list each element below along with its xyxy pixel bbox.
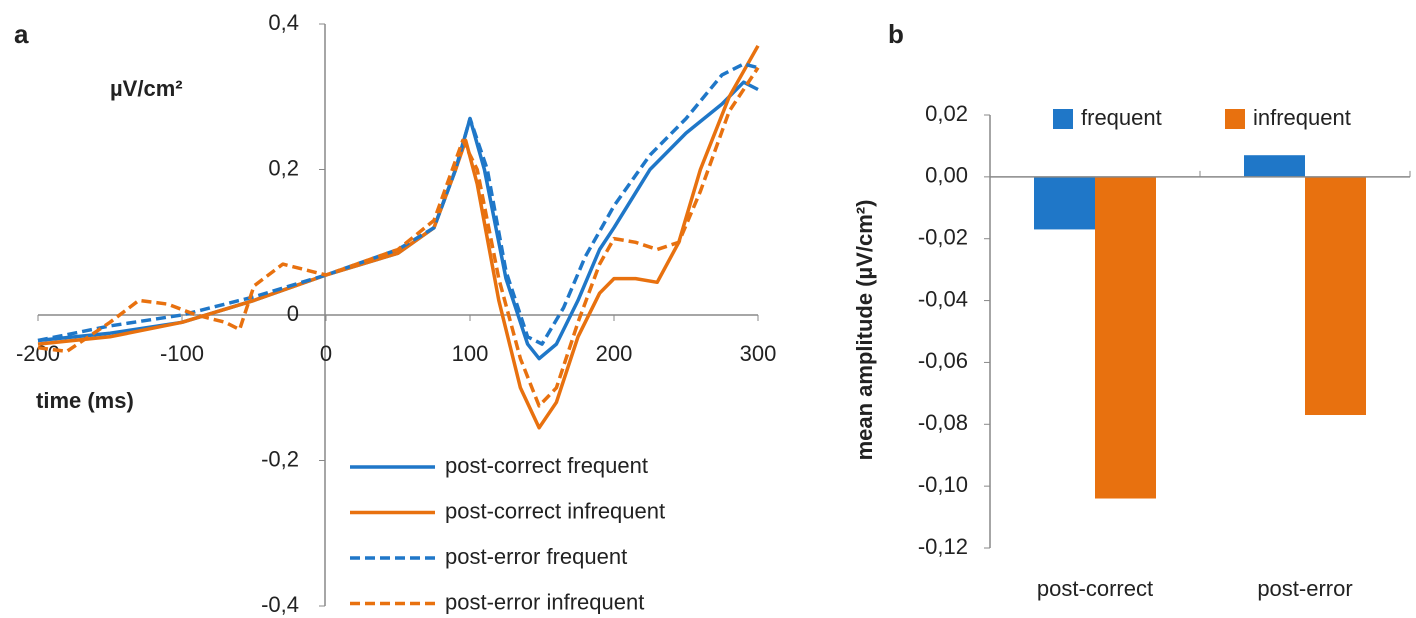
y-axis-label: µV/cm² <box>110 76 183 101</box>
legend-label: post-correct frequent <box>445 453 648 478</box>
y-tick-label: -0,08 <box>918 410 968 435</box>
legend-label: infrequent <box>1253 105 1351 130</box>
panel-label: a <box>14 19 29 49</box>
bar <box>1034 176 1095 230</box>
x-tick-label: -100 <box>160 341 204 366</box>
x-tick-label: 200 <box>596 341 633 366</box>
y-tick-label: -0,06 <box>918 348 968 373</box>
y-tick-label: -0,4 <box>261 592 299 617</box>
bar <box>1244 155 1305 177</box>
data-line <box>37 80 759 361</box>
legend-swatch <box>1053 109 1073 129</box>
x-tick-label: 100 <box>452 341 489 366</box>
legend-label: post-correct infrequent <box>445 498 665 523</box>
x-tick-label: 0 <box>320 341 332 366</box>
x-axis-label: time (ms) <box>36 388 134 413</box>
y-tick-label: 0,00 <box>925 163 968 188</box>
panel-label: b <box>888 19 904 49</box>
y-tick-label: 0,2 <box>268 155 299 180</box>
bar <box>1095 176 1156 499</box>
y-tick-label: -0,02 <box>918 225 968 250</box>
x-tick-label: 300 <box>740 341 777 366</box>
y-axis-label: mean amplitude (µV/cm²) <box>852 200 877 461</box>
y-tick-label: -0,2 <box>261 446 299 471</box>
data-line <box>37 62 759 346</box>
legend-label: post-error frequent <box>445 544 627 569</box>
y-tick-label: -0,12 <box>918 534 968 559</box>
y-tick-label: 0,4 <box>268 10 299 35</box>
data-line <box>37 44 760 430</box>
y-tick-label: -0,04 <box>918 286 968 311</box>
legend-label: frequent <box>1081 105 1162 130</box>
legend-swatch <box>1225 109 1245 129</box>
y-tick-label: -0,10 <box>918 472 968 497</box>
bar <box>1305 176 1366 416</box>
data-line <box>37 66 760 408</box>
x-tick-label: post-error <box>1257 576 1352 601</box>
y-tick-label: 0 <box>287 301 299 326</box>
legend-label: post-error infrequent <box>445 589 644 614</box>
x-tick-label: post-correct <box>1037 576 1153 601</box>
x-tick-label: -200 <box>16 341 60 366</box>
y-tick-label: 0,02 <box>925 101 968 126</box>
